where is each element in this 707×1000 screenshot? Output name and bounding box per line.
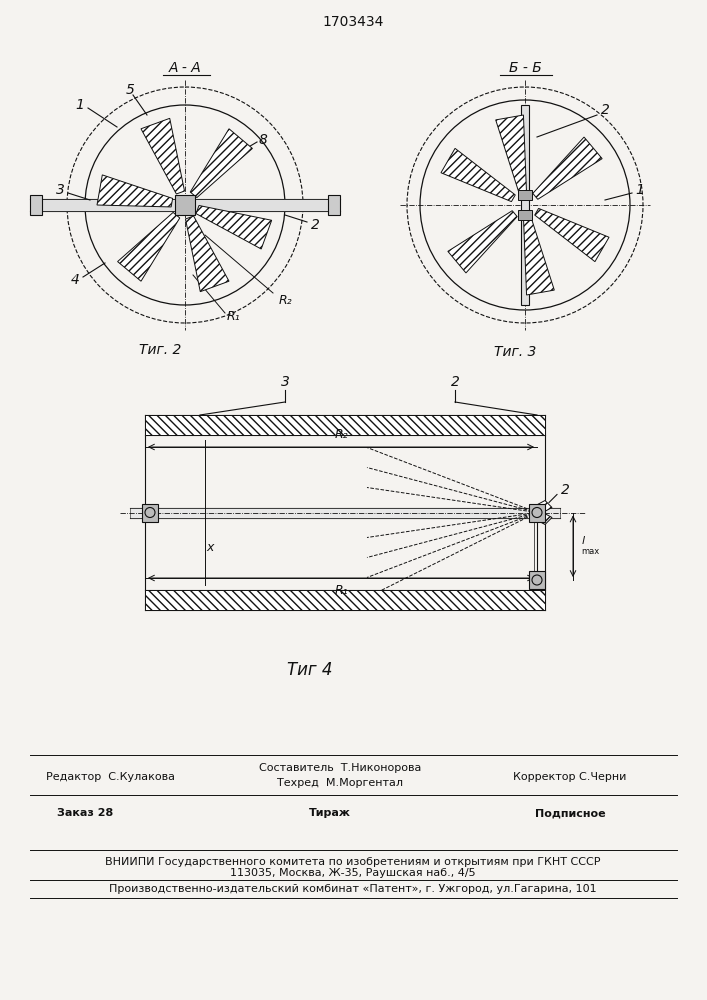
Text: 1703434: 1703434: [322, 15, 384, 29]
Polygon shape: [97, 175, 173, 207]
Text: Составитель  Т.Никонорова: Составитель Т.Никонорова: [259, 763, 421, 773]
Text: Корректор С.Черни: Корректор С.Черни: [513, 772, 626, 782]
Bar: [175, 195, 195, 215]
Bar: [30, 199, 340, 211]
Text: 8: 8: [259, 133, 267, 147]
Bar: [529, 571, 545, 589]
Bar: [130, 508, 560, 518]
Text: 5: 5: [126, 83, 134, 97]
Text: 2: 2: [450, 375, 460, 389]
Bar: [521, 105, 529, 305]
Text: Подписное: Подписное: [534, 808, 605, 818]
Polygon shape: [532, 500, 552, 514]
Text: 113035, Москва, Ж-35, Раушская наб., 4/5: 113035, Москва, Ж-35, Раушская наб., 4/5: [230, 868, 476, 878]
Text: 2: 2: [600, 103, 609, 117]
Text: Тираж: Тираж: [309, 808, 351, 818]
Polygon shape: [145, 415, 545, 435]
Text: x: x: [206, 541, 214, 554]
Text: l: l: [581, 536, 585, 546]
Polygon shape: [441, 148, 515, 202]
Polygon shape: [524, 218, 554, 295]
Text: 3: 3: [56, 183, 64, 197]
Polygon shape: [533, 137, 602, 199]
Text: R₁: R₁: [334, 584, 348, 596]
Polygon shape: [448, 211, 518, 273]
Text: Τиг. 2: Τиг. 2: [139, 343, 181, 357]
Bar: [328, 195, 340, 215]
Text: Редактор  С.Кулакова: Редактор С.Кулакова: [45, 772, 175, 782]
Polygon shape: [141, 118, 185, 194]
Text: R₂: R₂: [334, 428, 348, 442]
Bar: [529, 504, 545, 522]
Text: Τиг 4: Τиг 4: [287, 661, 333, 679]
Bar: [518, 210, 532, 220]
Bar: [142, 504, 158, 522]
Text: 2: 2: [310, 218, 320, 232]
Polygon shape: [145, 590, 545, 610]
Text: Техред  М.Моргентал: Техред М.Моргентал: [277, 778, 403, 788]
Text: R₁: R₁: [226, 310, 240, 324]
Bar: [518, 190, 532, 200]
Polygon shape: [185, 216, 229, 292]
Text: Заказ 28: Заказ 28: [57, 808, 113, 818]
Polygon shape: [196, 205, 271, 249]
Text: Τиг. 3: Τиг. 3: [493, 345, 536, 359]
Text: max: max: [581, 546, 599, 556]
Text: Производственно-издательский комбинат «Патент», г. Ужгород, ул.Гагарина, 101: Производственно-издательский комбинат «П…: [109, 884, 597, 894]
Text: A - A: A - A: [169, 61, 201, 75]
Bar: [30, 195, 42, 215]
Text: Б - Б: Б - Б: [508, 61, 542, 75]
Text: 1: 1: [636, 183, 645, 197]
Polygon shape: [117, 212, 180, 281]
Text: 3: 3: [281, 375, 289, 389]
Polygon shape: [190, 129, 252, 198]
Text: 2: 2: [561, 484, 569, 497]
Text: R₂: R₂: [278, 294, 292, 306]
Polygon shape: [532, 510, 552, 524]
Polygon shape: [496, 115, 527, 192]
Text: 4: 4: [71, 273, 79, 287]
Text: 1: 1: [76, 98, 84, 112]
Polygon shape: [534, 208, 609, 262]
Text: ВНИИПИ Государственного комитета по изобретениям и открытиям при ГКНТ СССР: ВНИИПИ Государственного комитета по изоб…: [105, 857, 601, 867]
